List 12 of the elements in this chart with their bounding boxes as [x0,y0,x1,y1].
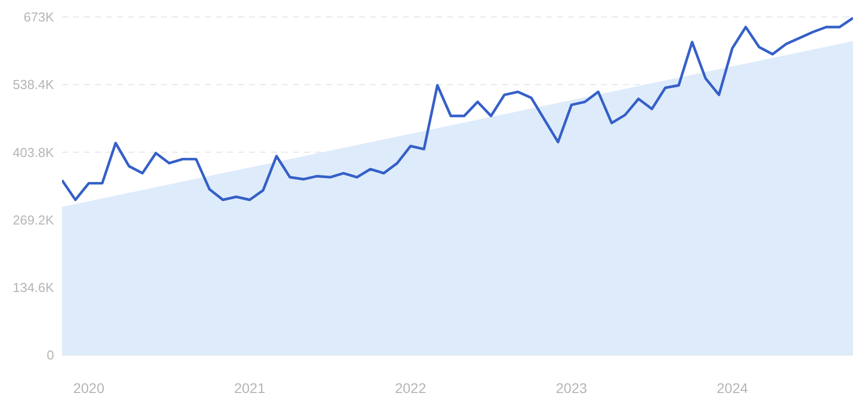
y-tick-label: 673K [24,10,54,25]
x-tick-label: 2022 [395,380,426,396]
x-tick-label: 2023 [556,380,588,396]
y-tick-label: 403.8K [12,144,54,160]
x-tick-label: 2024 [716,380,748,396]
y-tick-label: 0 [46,348,54,363]
y-tick-label: 538.4K [12,77,54,92]
line-series [62,17,853,202]
x-tick-label: 2020 [73,380,105,396]
x-tick-label: 2021 [234,380,266,396]
y-tick-label: 134.6K [12,280,54,296]
y-tick-label: 269.2K [12,212,54,228]
